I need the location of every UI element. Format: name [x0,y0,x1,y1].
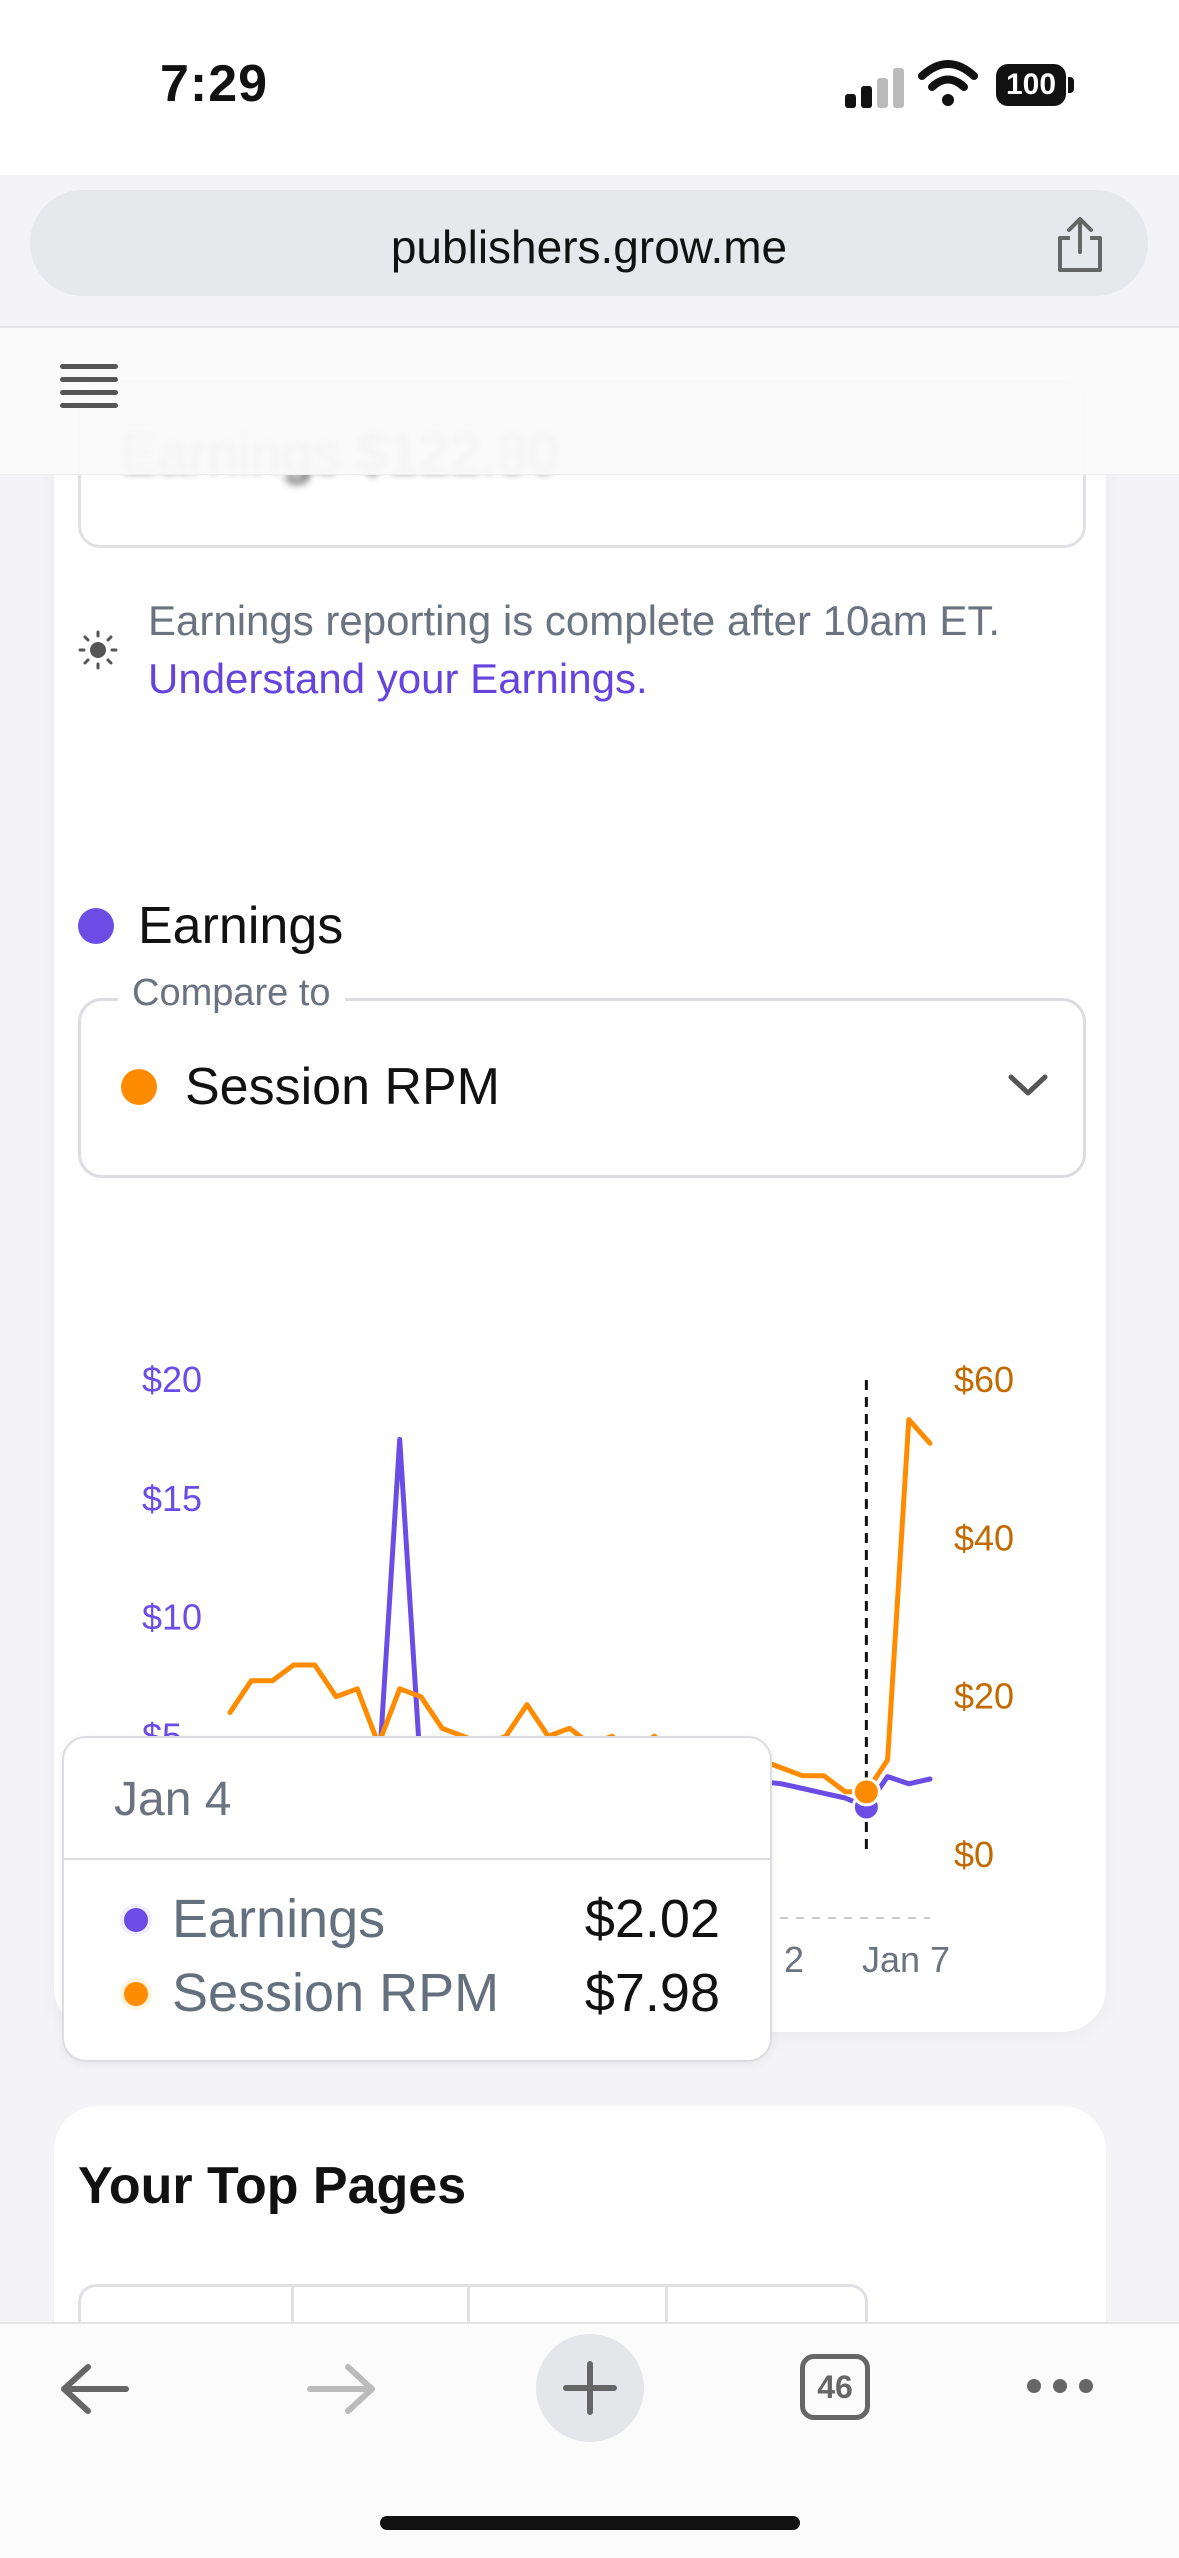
share-icon[interactable] [1052,214,1108,274]
address-bar[interactable]: publishers.grow.me [30,190,1148,296]
session-rpm-dot [121,1069,157,1105]
tooltip-session-rpm-label: Session RPM [172,1963,500,2023]
compare-selected-value: Session RPM [185,1058,500,1116]
compare-to-label: Compare to [118,972,345,1015]
menu-icon[interactable] [60,364,118,408]
understand-earnings-link[interactable]: Understand your Earnings. [148,655,648,702]
top-pages-title: Your Top Pages [78,2157,467,2215]
tooltip-session-rpm-value: $7.98 [584,1963,720,2023]
home-indicator [380,2516,800,2530]
tooltip-row-session-rpm: Session RPM $7.98 [124,1962,720,2023]
status-time: 7:29 [160,55,269,113]
app-header [0,326,1179,475]
forward-arrow-icon[interactable] [304,2362,378,2416]
compare-to-select[interactable]: Session RPM [78,998,1086,1178]
tabs-button[interactable]: 46 [800,2354,870,2420]
back-arrow-icon[interactable] [58,2362,132,2416]
tooltip-date: Jan 4 [114,1773,232,1826]
plus-icon [563,2361,617,2415]
tooltip-earnings-value: $2.02 [584,1889,720,1949]
battery-icon: 100 [996,64,1066,106]
earnings-notice: Earnings reporting is complete after 10a… [148,597,1001,644]
tooltip-divider [64,1858,770,1860]
tooltip-session-rpm-dot [124,1982,148,2006]
earnings-legend-dot [78,908,114,944]
sun-icon [78,630,118,670]
tooltip-earnings-dot [124,1908,148,1932]
cellular-signal-icon [845,66,905,108]
more-icon[interactable] [1024,2374,1096,2398]
wifi-icon [918,60,978,106]
new-tab-button[interactable] [536,2334,644,2442]
url-text[interactable]: publishers.grow.me [390,221,788,273]
earnings-legend-label: Earnings [138,897,344,955]
chart-tooltip: Jan 4 Earnings $2.02 Session RPM $7.98 [62,1736,772,2062]
status-bar: 7:29 100 [0,0,1179,175]
tooltip-row-earnings: Earnings $2.02 [124,1888,720,1949]
chevron-down-icon [1008,1074,1048,1096]
tooltip-earnings-label: Earnings [172,1889,386,1949]
battery-tip [1068,77,1074,93]
